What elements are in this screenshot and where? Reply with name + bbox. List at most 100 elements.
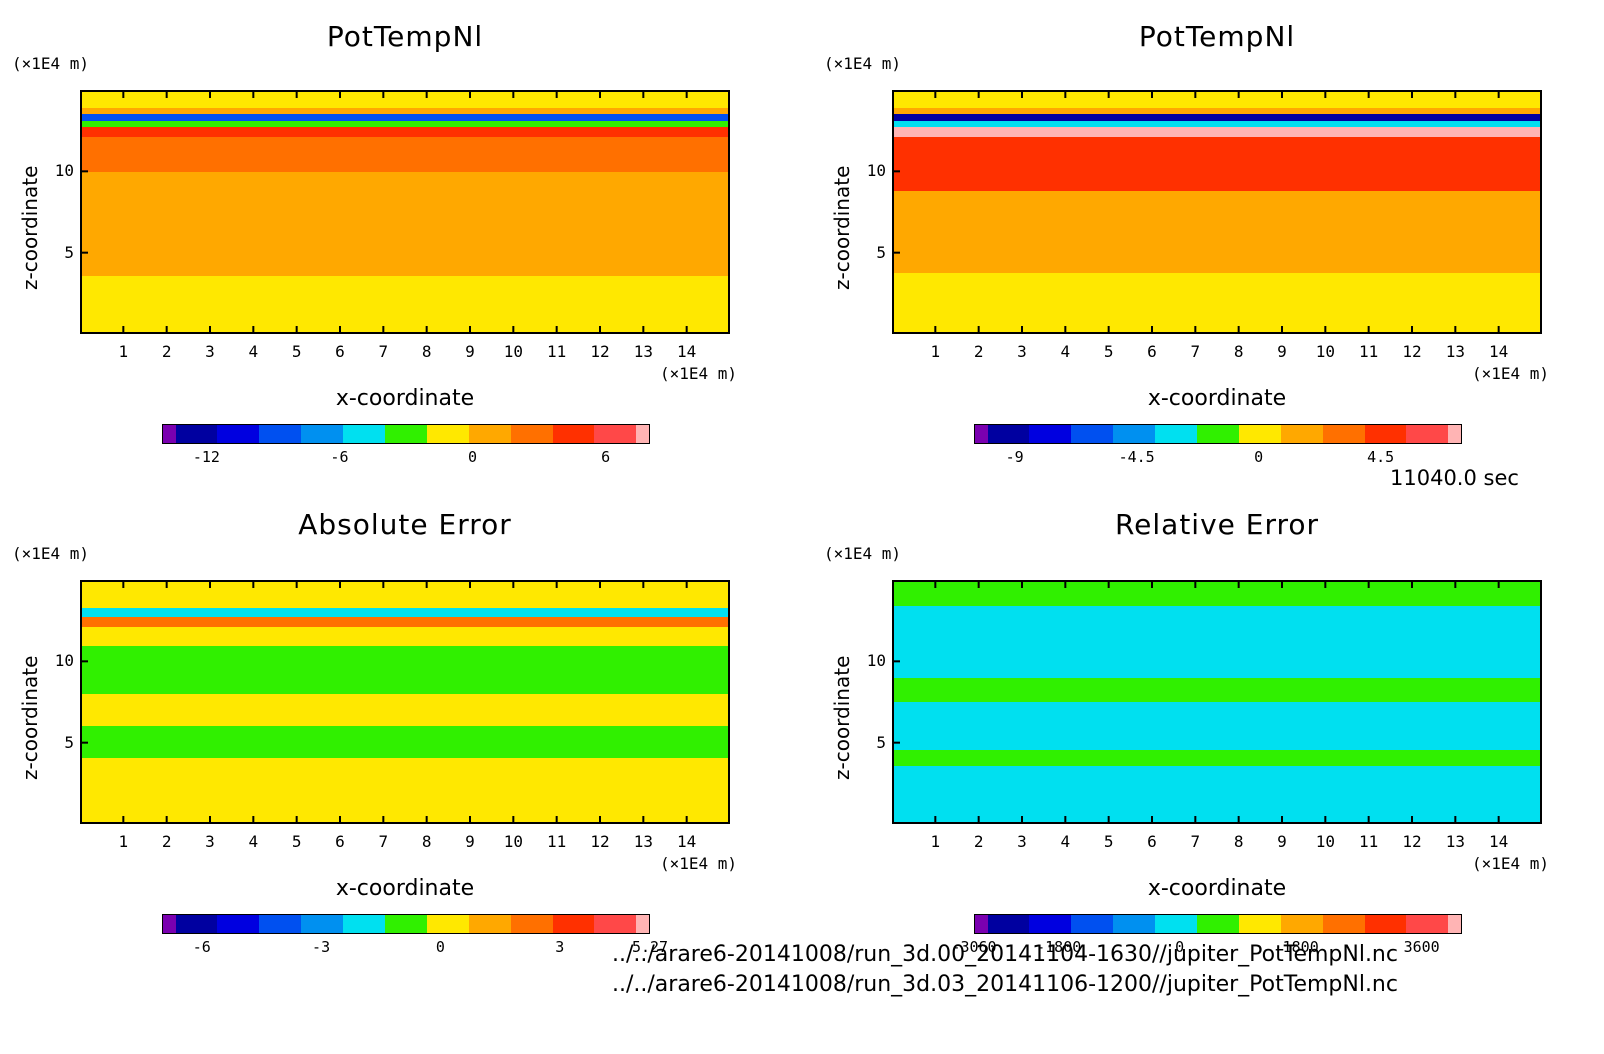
colorbar-tick-label: 0 xyxy=(1254,448,1264,466)
colorbar-tick-label: 5.27 xyxy=(631,938,669,956)
colorbar xyxy=(162,914,650,934)
file-path-2: ../../arare6-20141008/run_3d.03_20141106… xyxy=(612,972,1398,997)
x-tick-label: 1 xyxy=(930,832,941,851)
x-tick-label: 2 xyxy=(161,342,172,361)
colorbar-swatch xyxy=(510,425,553,443)
x-tick-label: 10 xyxy=(1315,342,1335,361)
x-tick-label: 8 xyxy=(1233,832,1244,851)
x-unit-label: (×1E4 m) xyxy=(660,364,738,383)
heatmap-layer-2 xyxy=(82,694,728,726)
heatmap-layer-1 xyxy=(82,171,728,276)
colorbar-swatch xyxy=(217,425,260,443)
colorbar-tick-label: 0 xyxy=(435,938,445,956)
heatmap-layer-3 xyxy=(894,127,1540,137)
x-tick-label: 5 xyxy=(291,342,302,361)
colorbar-swatch xyxy=(468,425,511,443)
x-tick-label: 12 xyxy=(1402,832,1422,851)
colorbar-swatch xyxy=(1238,425,1281,443)
heatmap-layer-6 xyxy=(894,108,1540,115)
x-tick-label: 3 xyxy=(205,342,215,361)
heatmap-layer-7 xyxy=(82,582,728,608)
heatmap-layer-4 xyxy=(894,606,1540,678)
y-unit-label: (×1E4 m) xyxy=(12,54,90,73)
x-tick-label: 7 xyxy=(378,342,389,361)
heatmap-layer-4 xyxy=(894,120,1540,128)
x-tick-label: 3 xyxy=(1017,832,1027,851)
x-unit-label: (×1E4 m) xyxy=(1472,854,1550,873)
time-label: 11040.0 sec xyxy=(1390,466,1519,490)
colorbar-swatch xyxy=(163,425,176,443)
colorbar-swatch xyxy=(1364,425,1407,443)
heatmap-layer-3 xyxy=(894,678,1540,702)
colorbar-swatch xyxy=(1155,425,1198,443)
colorbar-tick-label: -3 xyxy=(312,938,331,956)
colorbar-swatch xyxy=(1322,425,1365,443)
x-tick-label: 14 xyxy=(1489,342,1509,361)
colorbar-swatch xyxy=(1364,915,1407,933)
colorbar-swatch xyxy=(385,915,427,933)
x-unit-label: (×1E4 m) xyxy=(660,854,738,873)
y-tick-label: 5 xyxy=(876,242,886,262)
colorbar-swatch xyxy=(343,915,386,933)
colorbar-tick-label: 0 xyxy=(1175,938,1185,956)
y-tick-label: 10 xyxy=(54,651,74,671)
x-tick-label: 4 xyxy=(248,832,259,851)
heatmap-layer-3 xyxy=(82,127,728,137)
colorbar-swatch xyxy=(510,915,553,933)
x-tick-label: 12 xyxy=(590,832,610,851)
chart-title: Absolute Error xyxy=(298,508,512,541)
colorbar-swatch xyxy=(1029,915,1072,933)
x-tick-label: 11 xyxy=(547,342,567,361)
colorbar xyxy=(162,424,650,444)
colorbar-swatch xyxy=(1071,425,1114,443)
colorbar-swatch xyxy=(552,915,595,933)
colorbar-swatch xyxy=(426,915,469,933)
heatmap-layer-6 xyxy=(82,108,728,115)
heatmap-layer-1 xyxy=(894,750,1540,766)
colorbar-swatch xyxy=(468,915,511,933)
colorbar xyxy=(974,424,1462,444)
heatmap-layer-2 xyxy=(82,136,728,172)
y-unit-label: (×1E4 m) xyxy=(824,54,902,73)
y-tick-label: 5 xyxy=(876,732,886,752)
heatmap-plot-area xyxy=(80,90,730,334)
x-tick-label: 6 xyxy=(335,832,345,851)
colorbar-swatch xyxy=(301,425,344,443)
heatmap-plot-area xyxy=(80,580,730,824)
heatmap-plot-area xyxy=(892,580,1542,824)
x-tick-label: 6 xyxy=(1147,342,1157,361)
x-tick-label: 2 xyxy=(973,342,984,361)
chart-title: PotTempNl xyxy=(1138,20,1296,53)
heatmap-layer-6 xyxy=(82,607,728,618)
x-tick-label: 4 xyxy=(248,342,259,361)
x-tick-label: 1 xyxy=(118,832,129,851)
colorbar-swatch xyxy=(975,915,988,933)
x-tick-label: 14 xyxy=(677,342,697,361)
x-unit-label: (×1E4 m) xyxy=(1472,364,1550,383)
x-tick-label: 11 xyxy=(547,832,567,851)
y-tick-label: 5 xyxy=(64,242,74,262)
colorbar-swatch xyxy=(175,915,218,933)
heatmap-layer-4 xyxy=(82,120,728,128)
y-tick-label: 10 xyxy=(54,161,74,181)
x-tick-label: 12 xyxy=(1402,342,1422,361)
colorbar-swatch xyxy=(594,915,637,933)
colorbar-swatch xyxy=(987,915,1030,933)
colorbar-swatch xyxy=(1029,425,1072,443)
colorbar-swatch xyxy=(1280,915,1323,933)
colorbar-swatch xyxy=(1406,915,1449,933)
colorbar-tick-label: -12 xyxy=(192,448,220,466)
x-tick-label: 2 xyxy=(973,832,984,851)
colorbar-swatch xyxy=(594,425,637,443)
heatmap-layer-5 xyxy=(82,114,728,121)
x-tick-label: 9 xyxy=(1277,342,1287,361)
x-tick-label: 13 xyxy=(633,342,653,361)
heatmap-layer-2 xyxy=(894,136,1540,192)
colorbar-tick-label: -6 xyxy=(330,448,349,466)
colorbar-tick-label: -3060 xyxy=(951,938,997,956)
colorbar-swatch xyxy=(259,425,302,443)
x-tick-label: 9 xyxy=(1277,832,1287,851)
x-tick-label: 7 xyxy=(1190,832,1201,851)
x-tick-label: 14 xyxy=(677,832,697,851)
colorbar-swatch xyxy=(1280,425,1323,443)
